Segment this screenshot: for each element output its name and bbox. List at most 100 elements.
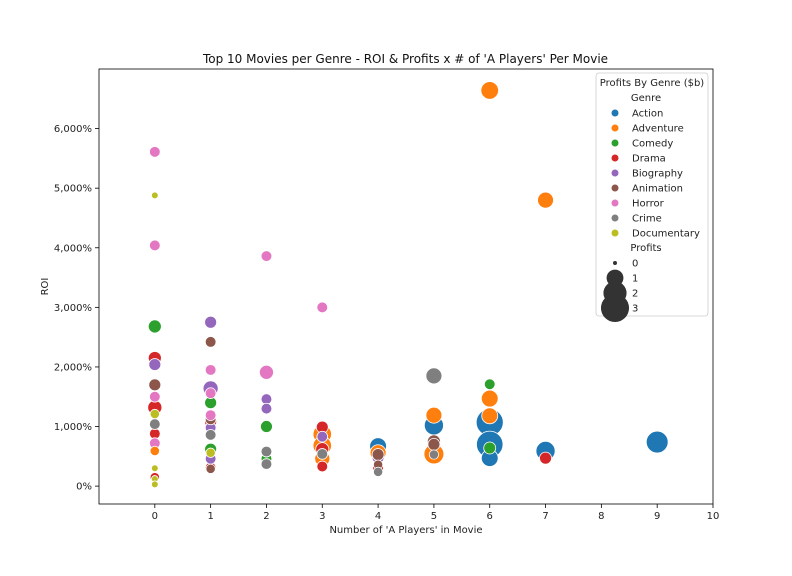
data-point-adventure-0 — [480, 81, 499, 100]
data-point-horror-0 — [149, 146, 161, 158]
data-point-horror-7 — [260, 250, 273, 262]
data-point-animation-3 — [205, 463, 216, 474]
legend-label-adventure: Adventure — [632, 124, 684, 135]
legend-marker-animation — [611, 184, 619, 192]
legend-size-entries: 0 1 2 3 — [600, 259, 638, 323]
x-tick-label-10: 10 — [707, 511, 720, 522]
legend-marker-action — [611, 109, 619, 117]
data-point-crime-1 — [204, 429, 217, 441]
legend-label-drama: Drama — [632, 154, 666, 165]
legend-label-comedy: Comedy — [632, 139, 673, 150]
data-point-adventure-3 — [425, 406, 443, 424]
legend-size-marker-1 — [606, 269, 624, 287]
data-point-adventure-4 — [481, 407, 499, 425]
data-point-crime-6 — [425, 367, 443, 385]
y-axis-label: ROI — [40, 278, 51, 296]
data-point-crime-2 — [260, 445, 273, 458]
x-tick-label-4: 4 — [375, 511, 381, 522]
data-point-crime-0 — [149, 418, 161, 430]
data-point-crime-4 — [316, 448, 329, 460]
data-point-adventure-10 — [149, 445, 160, 457]
legend-hue-entries: Action Adventure Comedy Drama Biography Anima… — [611, 109, 700, 240]
data-point-documentary-1 — [149, 408, 160, 420]
data-point-adventure-1 — [537, 191, 554, 209]
y-tick-label-3: 3,000% — [54, 303, 92, 314]
legend-label-animation: Animation — [632, 184, 683, 195]
data-point-biography-7 — [316, 430, 329, 443]
y-tick-label-0: 0% — [76, 482, 92, 493]
x-tick-label-7: 7 — [542, 511, 548, 522]
data-point-comedy-0 — [147, 319, 162, 334]
y-tick-label-2: 2,000% — [54, 362, 92, 373]
x-axis: 0 1 2 3 4 5 6 7 8 9 10 — [152, 504, 720, 522]
legend-marker-crime — [611, 214, 619, 222]
legend-label-horror: Horror — [632, 199, 665, 210]
data-point-action-6 — [645, 430, 669, 454]
data-point-biography-6 — [260, 402, 273, 415]
legend-hue-title: Genre — [631, 93, 661, 104]
legend-marker-drama — [611, 154, 619, 162]
legend-label-biography: Biography — [632, 169, 683, 180]
y-axis: 0% 1,000% 2,000% 3,000% 4,000% 5,000% 6,000% — [54, 124, 99, 493]
data-point-horror-6 — [204, 409, 217, 421]
legend-label-documentary: Documentary — [632, 229, 700, 240]
data-point-animation-8 — [427, 438, 441, 451]
data-point-biography-1 — [204, 315, 218, 329]
data-point-drama-8 — [316, 460, 329, 473]
legend-marker-comedy — [611, 139, 619, 147]
data-point-horror-8 — [258, 364, 274, 380]
x-tick-label-9: 9 — [654, 511, 660, 522]
data-point-horror-5 — [204, 387, 217, 399]
legend-marker-documentary — [611, 229, 619, 237]
x-tick-label-5: 5 — [431, 511, 437, 522]
plot-frame — [98, 68, 714, 505]
legend-size-label-3: 3 — [632, 304, 638, 315]
y-tick-label-5: 5,000% — [54, 184, 92, 195]
legend-size-title: Profits — [630, 243, 661, 254]
data-point-documentary-0 — [151, 191, 159, 200]
x-tick-label-2: 2 — [263, 511, 269, 522]
y-tick-label-1: 1,000% — [54, 422, 92, 433]
chart-title: Top 10 Movies per Genre - ROI & Profits … — [202, 52, 608, 66]
x-tick-label-8: 8 — [598, 511, 604, 522]
points-layer — [147, 81, 669, 489]
data-point-drama-10 — [539, 451, 552, 465]
data-point-documentary-4 — [151, 480, 159, 489]
data-point-horror-2 — [149, 390, 161, 403]
data-point-comedy-6 — [483, 441, 497, 455]
legend-size-marker-3 — [600, 293, 630, 323]
x-axis-label: Number of 'A Players' in Movie — [329, 525, 482, 536]
data-point-documentary-5 — [205, 447, 216, 458]
data-point-documentary-2 — [151, 464, 159, 473]
legend-marker-biography — [611, 169, 619, 177]
legend-title: Profits By Genre ($b) — [600, 78, 705, 89]
legend-label-crime: Crime — [632, 214, 662, 225]
x-tick-label-6: 6 — [487, 511, 493, 522]
legend-label-action: Action — [632, 109, 663, 120]
data-point-crime-7 — [428, 449, 439, 460]
x-tick-label-0: 0 — [152, 511, 158, 522]
data-point-biography-0 — [148, 358, 162, 371]
legend-size-label-1: 1 — [632, 274, 638, 285]
data-point-animation-1 — [204, 336, 217, 348]
data-point-comedy-5 — [483, 378, 496, 391]
x-tick-label-1: 1 — [207, 511, 213, 522]
data-point-horror-4 — [204, 364, 217, 376]
legend-box — [595, 72, 709, 317]
data-point-adventure-2 — [480, 389, 499, 408]
legend: Profits By Genre ($b) Genre Action Advent… — [595, 72, 709, 323]
data-point-crime-5 — [373, 466, 384, 477]
data-point-crime-3 — [260, 458, 273, 470]
legend-size-label-2: 2 — [632, 289, 638, 300]
legend-marker-adventure — [611, 124, 619, 132]
data-point-animation-0 — [148, 378, 162, 392]
y-tick-label-6: 6,000% — [54, 124, 92, 135]
legend-marker-horror — [611, 199, 619, 207]
data-point-animation-5 — [371, 448, 385, 461]
x-tick-label-3: 3 — [319, 511, 325, 522]
data-point-horror-1 — [149, 239, 161, 252]
legend-size-label-0: 0 — [632, 259, 638, 270]
data-point-comedy-3 — [260, 420, 273, 433]
